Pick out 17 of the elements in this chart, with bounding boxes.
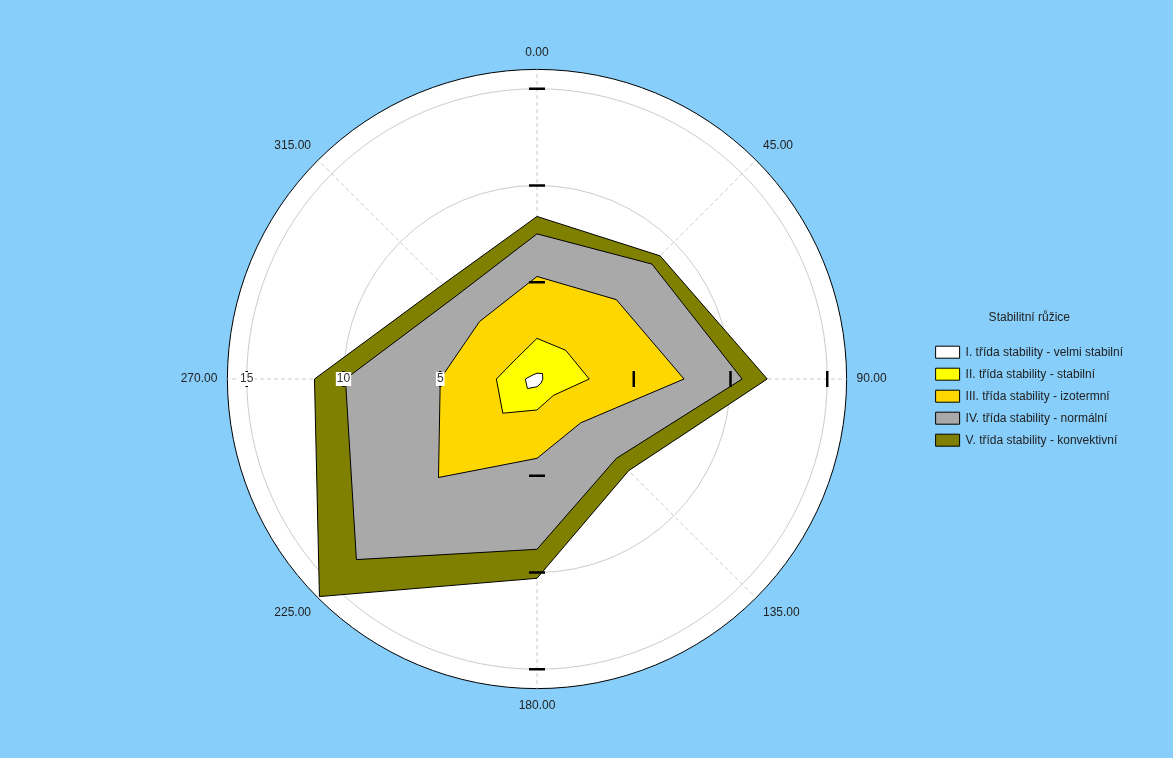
y-tick-label: 5: [436, 371, 444, 386]
spoke-label: 45.00: [762, 138, 794, 153]
spoke-label: 0.00: [525, 44, 549, 59]
y-tick-label: 10: [336, 371, 351, 386]
legend-label: I. třída stability - velmi stabilní: [965, 344, 1124, 359]
legend-label: II. třída stability - stabilní: [965, 366, 1096, 381]
spoke-label: 225.00: [274, 604, 312, 619]
spoke-label: 270.00: [180, 371, 218, 386]
spoke-label: 180.00: [518, 698, 556, 713]
spoke-label: 315.00: [274, 138, 312, 153]
legend-label: IV. třída stability - normální: [965, 410, 1108, 425]
spoke-label: 135.00: [762, 604, 801, 619]
legend-title: Stabilitní růžice: [988, 310, 1071, 325]
spoke-label: 90.00: [856, 371, 887, 386]
legend-label: III. třída stability - izotermní: [965, 388, 1111, 403]
y-tick-label: 15: [240, 371, 254, 386]
legend-label: V. třída stability - konvektivní: [965, 432, 1118, 447]
